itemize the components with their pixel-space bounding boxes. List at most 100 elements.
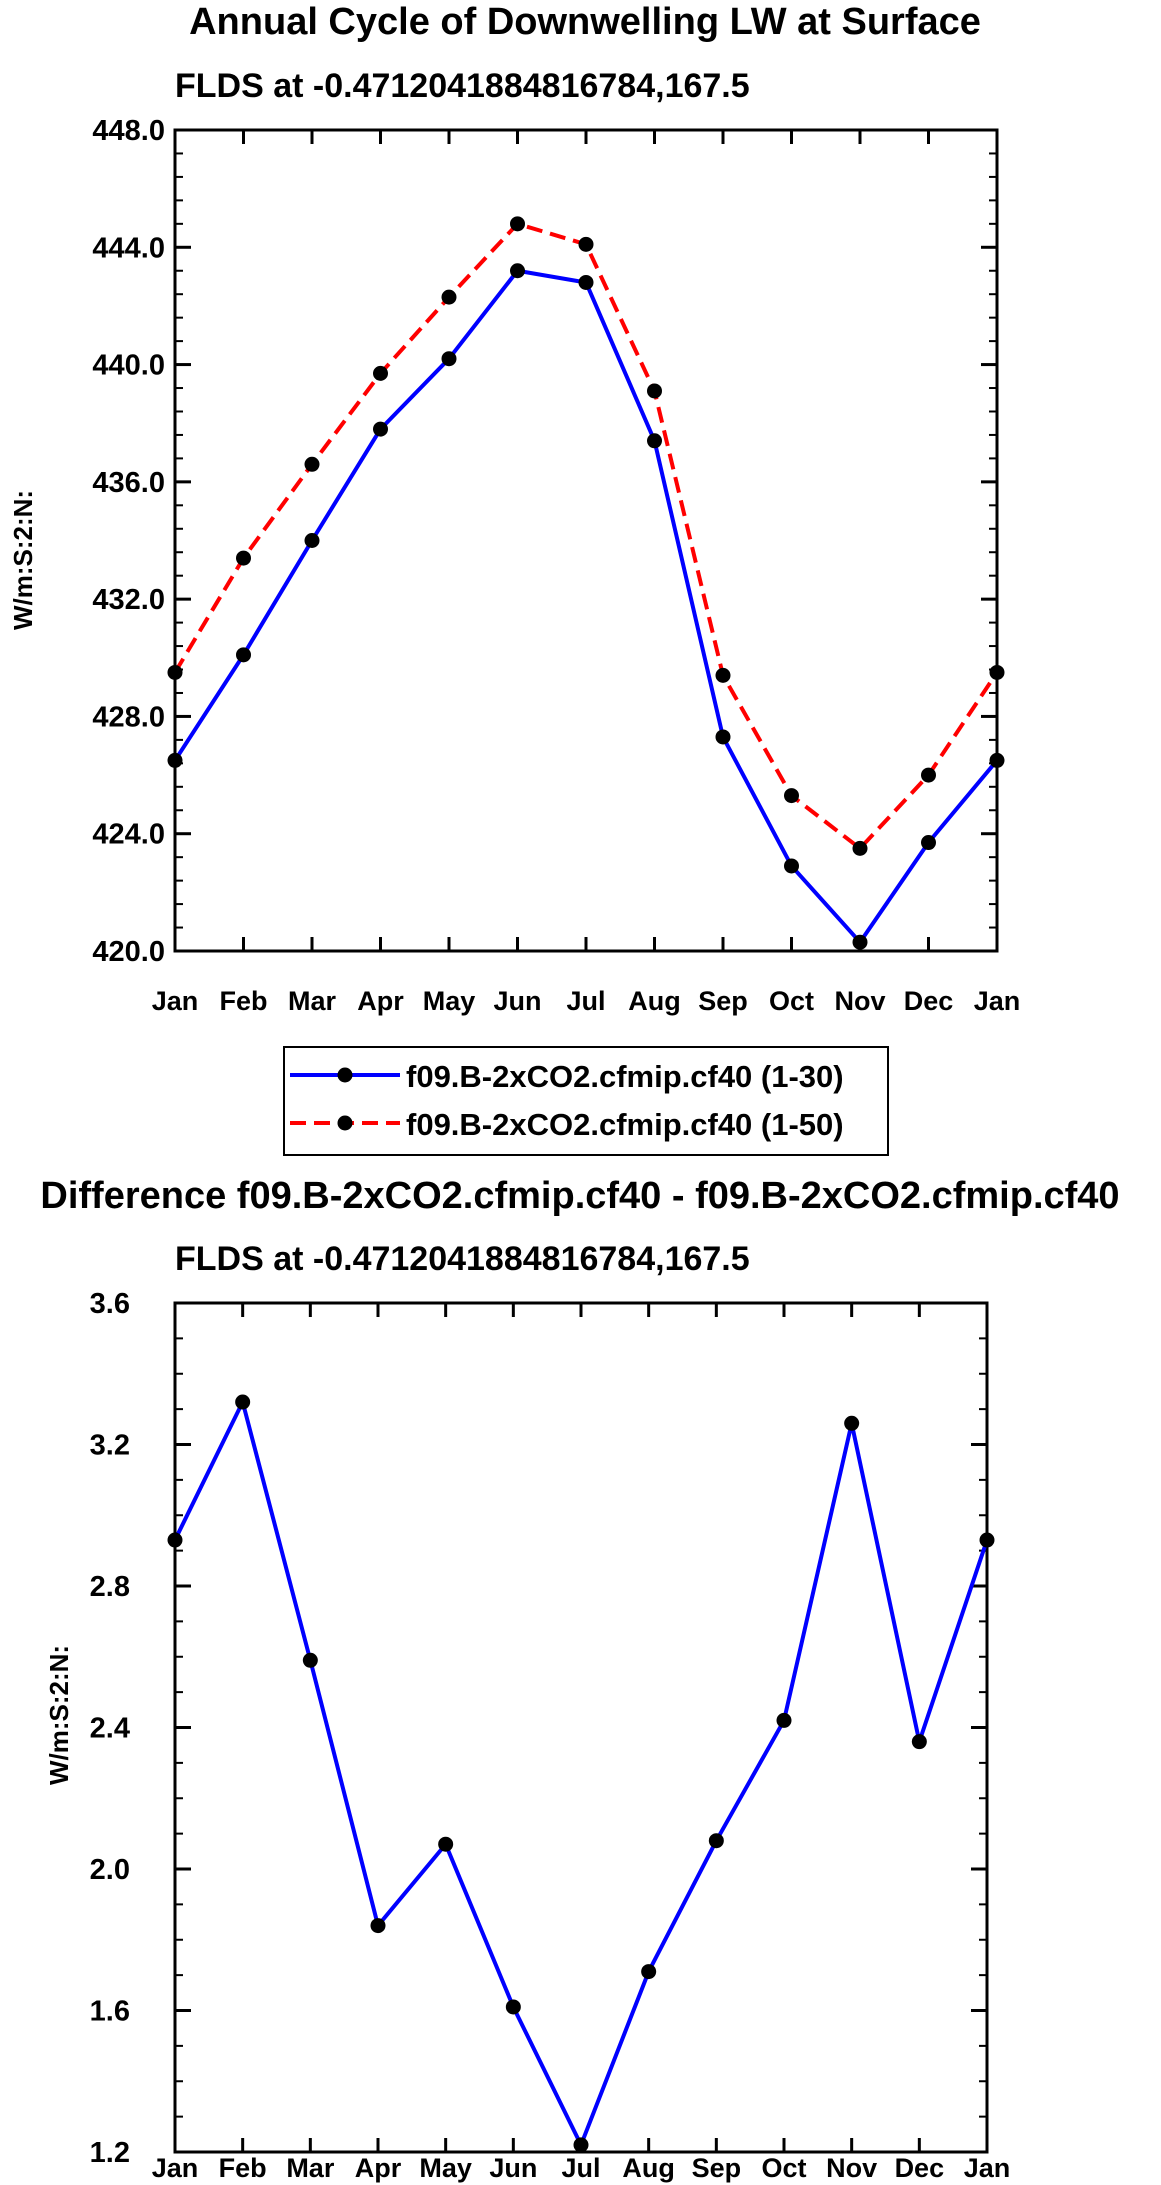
y-tick-label: 444.0: [92, 232, 165, 264]
data-point-series-1: [784, 858, 799, 874]
x-tick-label: Dec: [904, 986, 954, 1016]
x-tick-labels: Jan Feb Mar Apr May Jun Jul Aug Sep Oct Nov Dec Jan: [152, 986, 1021, 1016]
data-point-series-2: [167, 664, 183, 680]
x-tick-label: Sep: [692, 2153, 742, 2183]
data-point-series-1: [852, 934, 868, 950]
data-point-series-1: [844, 1415, 860, 1431]
x-tick-label: Jan: [974, 986, 1021, 1016]
data-point-series-2: [715, 667, 731, 683]
x-tick-label: Apr: [355, 2153, 402, 2183]
x-tick-label: Aug: [622, 2153, 674, 2183]
data-point-series-1: [911, 1734, 927, 1750]
x-tick-label: Apr: [357, 986, 404, 1016]
y-tick-label: 440.0: [92, 350, 165, 382]
data-point-series-1: [236, 647, 251, 663]
x-tick-label: Jan: [964, 2153, 1011, 2183]
chart-subtitle: FLDS at -0.4712041884816784,167.5: [175, 67, 750, 105]
y-tick-label: 3.6: [90, 1288, 130, 1320]
difference-panel: Difference f09.B-2xCO2.cfmip.cf40 - f09.…: [40, 1175, 1119, 2183]
axis-ticks: [173, 1301, 989, 2154]
y-tick-label: 424.0: [92, 819, 165, 851]
data-point-series-1: [304, 533, 320, 548]
y-tick-label: 2.8: [90, 1571, 130, 1603]
x-tick-label: Nov: [826, 2153, 877, 2183]
data-point-series-1: [510, 263, 525, 279]
data-point-series-2: [441, 289, 457, 305]
y-tick-label: 428.0: [92, 701, 165, 733]
data-point-series-1: [715, 729, 731, 745]
chart-title: Difference f09.B-2xCO2.cfmip.cf40 - f09.…: [40, 1175, 1119, 1217]
legend: f09.B-2xCO2.cfmip.cf40 (1-30) f09.B-2xCO…: [283, 1046, 889, 1156]
data-point-series-2: [784, 788, 799, 804]
axis-ticks: [173, 128, 999, 953]
data-point-series-1: [505, 1999, 521, 2015]
data-point-series-2: [989, 664, 1005, 680]
data-point-series-2: [510, 216, 525, 232]
x-tick-label: Dec: [895, 2153, 945, 2183]
series-line-1: [173, 1400, 989, 2147]
y-tick-label: 3.2: [90, 1430, 130, 1462]
data-point-series-2: [921, 767, 936, 783]
y-axis-label: W/m:S:2:N:: [8, 490, 38, 630]
y-tick-label: 432.0: [92, 584, 165, 616]
legend-box: [283, 1046, 889, 1156]
series-group: [167, 1394, 995, 2153]
data-point-series-1: [979, 1532, 995, 1548]
data-point-series-2: [852, 840, 868, 856]
x-tick-label: Feb: [219, 986, 267, 1016]
data-point-series-1: [167, 1532, 183, 1548]
x-tick-label: Jul: [561, 2153, 600, 2183]
chart-title: Annual Cycle of Downwelling LW at Surfac…: [189, 1, 981, 43]
x-tick-label: Jun: [493, 986, 541, 1016]
y-tick-label: 420.0: [92, 936, 165, 968]
x-tick-label: May: [419, 2153, 472, 2183]
x-tick-label: Sep: [698, 986, 748, 1016]
plot-frame: [173, 128, 999, 953]
x-tick-label: Feb: [219, 2153, 267, 2183]
data-point-series-1: [438, 1836, 454, 1852]
data-point-series-2: [304, 456, 320, 472]
y-tick-labels: 1.2 1.6 2.0 2.4 2.8 3.2 3.6: [90, 1288, 130, 2169]
x-tick-labels: Jan Feb Mar Apr May Jun Jul Aug Sep Oct Nov Dec Jan: [152, 2153, 1011, 2183]
x-tick-label: Jan: [152, 986, 199, 1016]
data-point-series-1: [578, 274, 594, 290]
data-point-series-1: [441, 351, 457, 367]
x-tick-label: Mar: [286, 2153, 335, 2183]
data-point-series-1: [989, 752, 1005, 768]
x-tick-label: Jun: [489, 2153, 537, 2183]
data-point-series-2: [236, 550, 251, 566]
y-tick-label: 448.0: [92, 115, 165, 147]
data-point-series-1: [647, 433, 662, 449]
x-tick-label: Jan: [152, 2153, 199, 2183]
data-point-series-1: [641, 1964, 657, 1980]
data-point-series-2: [647, 383, 662, 399]
x-tick-label: Nov: [834, 986, 885, 1016]
y-tick-label: 1.6: [90, 1996, 130, 2028]
legend-label-series-1: f09.B-2xCO2.cfmip.cf40 (1-30): [406, 1059, 844, 1094]
data-point-series-1: [776, 1712, 792, 1728]
data-point-series-1: [167, 752, 183, 768]
x-tick-label: May: [423, 986, 476, 1016]
x-tick-label: Mar: [288, 986, 337, 1016]
data-point-series-2: [373, 365, 388, 381]
data-point-series-1: [235, 1394, 251, 1410]
data-point-series-2: [578, 236, 594, 252]
y-tick-labels: 420.0 424.0 428.0 432.0 436.0 440.0 444.0 448.0: [92, 115, 165, 968]
data-point-series-1: [370, 1918, 386, 1934]
data-point-series-1: [708, 1833, 724, 1849]
data-point-series-1: [573, 2137, 589, 2153]
legend-label-series-2: f09.B-2xCO2.cfmip.cf40 (1-50): [406, 1107, 844, 1142]
chart-subtitle: FLDS at -0.4712041884816784,167.5: [175, 1240, 750, 1278]
legend-marker-series-1: [337, 1067, 353, 1083]
annual-cycle-panel: Annual Cycle of Downwelling LW at Surfac…: [8, 1, 1021, 1156]
data-point-series-1: [302, 1652, 318, 1668]
y-tick-label: 2.4: [90, 1713, 130, 1745]
series-group: [167, 216, 1005, 950]
data-point-series-1: [373, 421, 388, 437]
plot-frame: [173, 1301, 989, 2154]
x-tick-label: Oct: [761, 2153, 806, 2183]
y-tick-label: 1.2: [90, 2137, 130, 2169]
series-line-1: [173, 268, 999, 945]
x-tick-label: Oct: [769, 986, 814, 1016]
x-tick-label: Aug: [628, 986, 680, 1016]
